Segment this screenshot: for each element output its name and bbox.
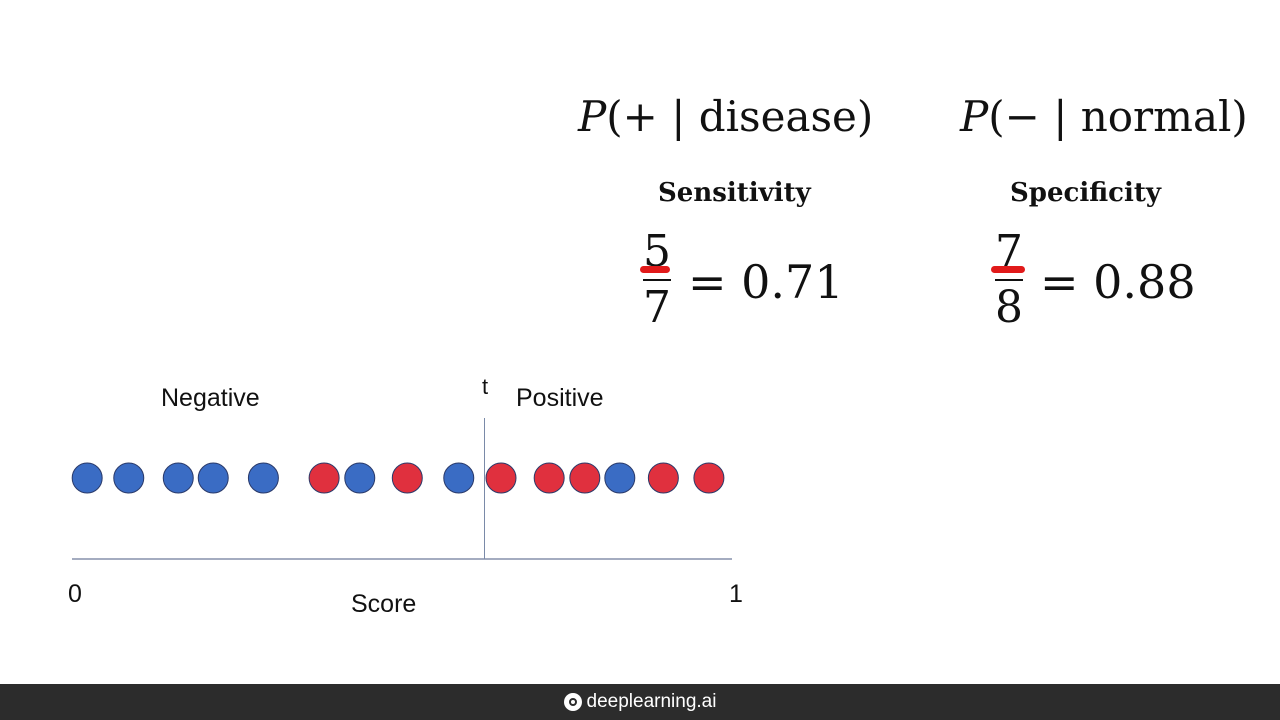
red-underline-mark bbox=[640, 266, 670, 273]
footer-bar: deeplearning.ai bbox=[0, 684, 1280, 720]
threshold-label: t bbox=[482, 374, 489, 399]
negative-label: Negative bbox=[161, 384, 260, 412]
score-points bbox=[71, 462, 725, 494]
sensitivity-result: = 0.71 bbox=[688, 255, 844, 309]
score-point-disease bbox=[647, 462, 679, 494]
score-point-disease bbox=[569, 462, 601, 494]
formula-condition: disease) bbox=[698, 92, 874, 141]
score-point-normal bbox=[71, 462, 103, 494]
specificity-denominator: 8 bbox=[995, 282, 1023, 333]
red-underline-mark bbox=[991, 266, 1025, 273]
score-point-disease bbox=[308, 462, 340, 494]
formula-p: P bbox=[960, 92, 989, 141]
deeplearning-logo-icon bbox=[563, 693, 582, 711]
score-point-normal bbox=[247, 462, 279, 494]
x-tick-label-max: 1 bbox=[729, 580, 743, 608]
formula-p: P bbox=[578, 92, 607, 141]
specificity-title: Specificity bbox=[1010, 178, 1161, 208]
score-point-disease bbox=[533, 462, 565, 494]
score-point-normal bbox=[344, 462, 376, 494]
fraction-bar bbox=[995, 279, 1023, 281]
specificity-result: = 0.88 bbox=[1040, 255, 1196, 309]
sensitivity-denominator: 7 bbox=[643, 282, 671, 333]
x-axis-label: Score bbox=[351, 590, 417, 618]
score-point-normal bbox=[443, 462, 475, 494]
formula-bar: | bbox=[1053, 92, 1068, 141]
sensitivity-formula: P(+ | disease) bbox=[578, 92, 873, 141]
score-point-normal bbox=[604, 462, 636, 494]
footer-brand: deeplearning.ai bbox=[586, 691, 717, 712]
score-point-disease bbox=[693, 462, 725, 494]
score-point-disease bbox=[485, 462, 517, 494]
score-point-normal bbox=[113, 462, 145, 494]
positive-label: Positive bbox=[516, 384, 604, 412]
formula-bar: | bbox=[671, 92, 686, 141]
formula-open: (− bbox=[988, 92, 1040, 141]
formula-condition: normal) bbox=[1080, 92, 1248, 141]
specificity-formula: P(− | normal) bbox=[960, 92, 1248, 141]
score-axis-chart bbox=[71, 418, 732, 560]
score-point-normal bbox=[162, 462, 194, 494]
sensitivity-title: Sensitivity bbox=[658, 178, 811, 208]
sensitivity-fraction: 5 7 bbox=[637, 228, 677, 332]
x-tick-label-min: 0 bbox=[68, 580, 82, 608]
fraction-bar bbox=[643, 279, 671, 281]
score-point-disease bbox=[391, 462, 423, 494]
specificity-fraction: 7 8 bbox=[989, 228, 1029, 332]
formula-open: (+ bbox=[606, 92, 658, 141]
score-point-normal bbox=[197, 462, 229, 494]
